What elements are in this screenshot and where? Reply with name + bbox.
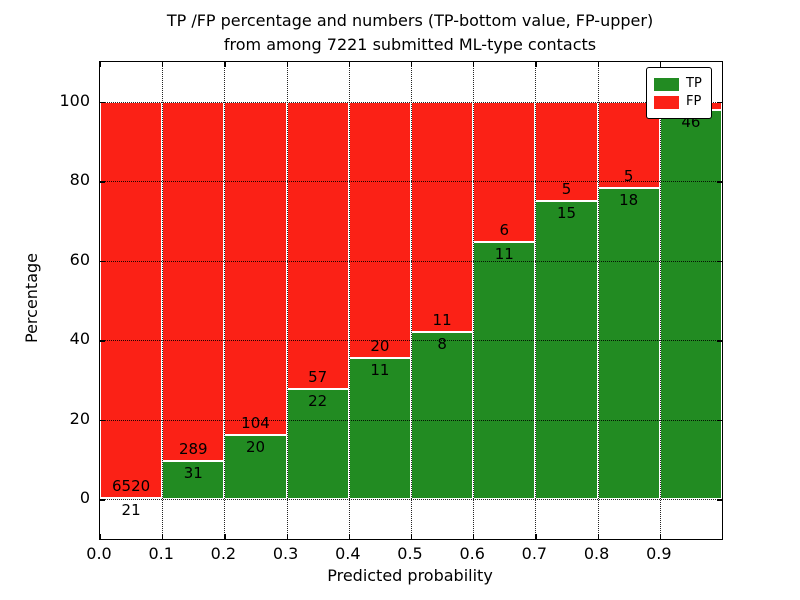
x-axis-label: Predicted probability xyxy=(327,566,493,585)
y-tick-mark xyxy=(100,499,105,501)
x-tick-label: 0.3 xyxy=(272,544,299,563)
bar-segment-fp xyxy=(473,101,536,243)
y-tick-mark-right xyxy=(717,260,722,263)
bar-segment-fp xyxy=(224,101,287,436)
x-tick-mark xyxy=(473,534,475,539)
bar-segment-fp xyxy=(286,101,349,389)
legend-rows: TP FP xyxy=(654,76,711,110)
y-tick-mark-right xyxy=(717,101,722,104)
bar-segment-tp xyxy=(411,331,474,500)
x-tick-mark xyxy=(597,534,599,539)
x-tick-mark-top xyxy=(659,62,662,67)
bar-segment-tp xyxy=(348,358,411,500)
gridline-x xyxy=(348,62,350,539)
gridline-x xyxy=(286,62,288,539)
chart-title-line1: TP /FP percentage and numbers (TP-bottom… xyxy=(166,11,654,30)
y-tick-label: 60 xyxy=(69,249,90,269)
x-tick-mark xyxy=(224,534,226,539)
y-tick-mark xyxy=(100,101,105,104)
y-tick-mark-right xyxy=(717,499,722,501)
legend-label: TP xyxy=(686,76,702,91)
bar-segment-fp xyxy=(535,101,598,202)
y-tick-mark-right xyxy=(717,340,722,342)
y-tick-mark xyxy=(100,260,105,263)
bar-segment-fp xyxy=(100,101,163,498)
bar-segment-tp xyxy=(286,388,349,500)
tp-count-label: 21 xyxy=(121,500,141,519)
x-tick-mark xyxy=(348,534,351,539)
gridline-x xyxy=(224,62,226,539)
legend-item: TP xyxy=(654,76,711,92)
bar-segment-tp xyxy=(473,242,536,500)
bar-segment-tp xyxy=(162,460,225,500)
y-tick-mark-right xyxy=(717,181,722,183)
x-tick-mark-top xyxy=(162,62,164,67)
y-tick-label: 20 xyxy=(69,408,90,428)
bar-segment-fp xyxy=(411,101,474,332)
bar-segment-fp xyxy=(162,101,225,461)
x-tick-label: 0.4 xyxy=(335,544,361,563)
x-tick-label: 0.1 xyxy=(148,544,174,563)
x-tick-mark-top xyxy=(286,62,288,67)
bar-segment-fp xyxy=(348,101,411,359)
x-tick-mark xyxy=(100,534,102,539)
gridline-x xyxy=(659,62,661,539)
x-tick-mark-top xyxy=(224,62,226,67)
x-tick-label: 0.7 xyxy=(521,544,548,563)
gridline-x xyxy=(535,62,537,539)
legend-label: FP xyxy=(686,94,702,109)
x-tick-mark xyxy=(162,534,164,539)
x-tick-mark-top xyxy=(348,62,351,67)
x-tick-label: 0.6 xyxy=(459,544,485,563)
y-tick-label: 40 xyxy=(69,329,90,349)
y-tick-mark xyxy=(100,419,105,422)
gridline-x xyxy=(411,62,412,539)
chart-title: TP /FP percentage and numbers (TP-bottom… xyxy=(99,9,721,57)
y-axis-label: Percentage xyxy=(22,252,41,343)
plot-area: 6520 21 289 31 104 20 57 22 20 11 11 8 6 11 5 15 5 18 46 T… xyxy=(99,61,723,540)
gridline-x xyxy=(597,62,599,539)
bar-segment-tp xyxy=(535,201,598,500)
x-tick-mark-top xyxy=(100,62,102,67)
y-tick-mark-right xyxy=(717,419,722,422)
bar-segment-tp xyxy=(659,110,722,500)
gridline-x xyxy=(473,62,475,539)
y-tick-label: 0 xyxy=(79,488,90,508)
x-tick-label: 0.5 xyxy=(397,544,423,563)
y-tick-mark xyxy=(100,340,105,342)
x-tick-label: 0.8 xyxy=(583,544,610,563)
x-tick-label: 0.2 xyxy=(210,544,237,563)
x-tick-mark-top xyxy=(535,62,537,67)
x-tick-label: 0.0 xyxy=(86,544,112,563)
x-tick-mark-top xyxy=(411,62,413,67)
x-tick-mark-top xyxy=(597,62,599,67)
legend-swatch-tp xyxy=(654,77,679,91)
x-tick-mark-top xyxy=(473,62,475,67)
y-tick-label: 100 xyxy=(59,90,90,110)
y-tick-mark xyxy=(100,181,105,183)
x-tick-label: 0.9 xyxy=(646,544,672,563)
legend-item: FP xyxy=(654,94,711,110)
gridline-x xyxy=(162,62,164,539)
legend: TP FP xyxy=(646,67,712,119)
y-tick-label: 80 xyxy=(69,170,90,190)
x-tick-mark xyxy=(659,534,662,539)
x-tick-mark xyxy=(286,534,288,539)
chart-title-line2: from among 7221 submitted ML-type contac… xyxy=(223,35,597,54)
legend-swatch-fp xyxy=(654,95,679,109)
bar-segment-tp xyxy=(224,435,287,500)
x-tick-mark xyxy=(411,534,413,539)
x-tick-mark xyxy=(535,534,537,539)
bar-segment-tp xyxy=(597,188,660,500)
